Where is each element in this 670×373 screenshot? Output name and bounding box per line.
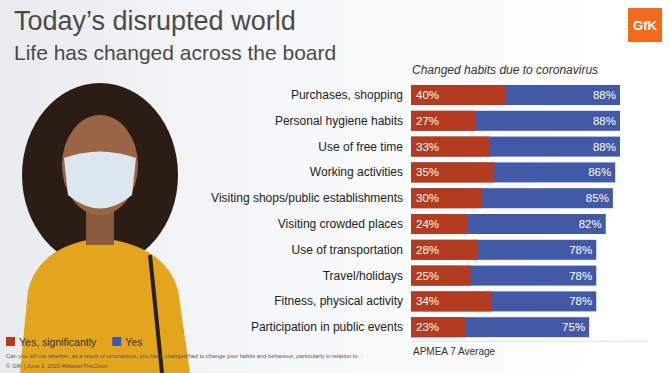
bar	[411, 240, 478, 260]
data-label: 28%	[416, 244, 439, 256]
category-label: Visiting shops/public establishments	[211, 191, 403, 205]
data-label: 30%	[416, 192, 439, 204]
bar	[411, 291, 492, 311]
bars	[411, 85, 620, 337]
bar	[411, 137, 489, 157]
data-label: 85%	[586, 192, 609, 204]
bar	[411, 162, 494, 182]
data-label: 24%	[416, 218, 439, 230]
data-label: 78%	[569, 295, 592, 307]
chart: Today’s disrupted world Life has changed …	[0, 0, 670, 373]
bar	[411, 188, 482, 208]
data-label: 33%	[416, 141, 439, 153]
legend-label: Yes	[125, 336, 142, 348]
data-label: 88%	[593, 141, 616, 153]
photo	[20, 83, 190, 373]
bar	[411, 266, 470, 286]
category-label: Personal hygiene habits	[275, 114, 403, 128]
data-label: 40%	[416, 89, 439, 101]
data-label: 25%	[416, 270, 439, 282]
bar	[411, 317, 589, 337]
data-label: 27%	[416, 115, 439, 127]
subtitle: Life has changed across the board	[14, 41, 336, 64]
bar	[411, 137, 620, 157]
mask	[64, 152, 136, 209]
category-label: Participation in public events	[251, 320, 403, 334]
data-label: 88%	[593, 89, 616, 101]
legend-label: Yes, significantly	[19, 336, 97, 348]
category-label: Working activities	[310, 165, 403, 179]
data-label: 35%	[416, 166, 439, 178]
bar	[411, 111, 620, 131]
data-label: 82%	[579, 218, 602, 230]
copyright: © GfK | June 3, 2020 #MasterTheCrisis	[6, 363, 107, 369]
category-label: Fitness, physical activity	[274, 294, 403, 308]
bar	[411, 317, 466, 337]
title: Today’s disrupted world	[14, 6, 296, 36]
background	[0, 0, 670, 373]
data-label: 23%	[416, 321, 439, 333]
category-label: Use of free time	[318, 140, 403, 154]
logo: GfK	[633, 18, 657, 33]
base-note: APMEA 7 Average	[413, 346, 496, 357]
category-label: Visiting crowded places	[278, 217, 403, 231]
bar	[411, 85, 620, 105]
category-label: Purchases, shopping	[291, 88, 403, 102]
x-axis-line	[411, 341, 649, 342]
data-label: 78%	[569, 270, 592, 282]
face	[62, 115, 138, 215]
bar	[411, 214, 606, 234]
hair	[22, 83, 178, 267]
legend-swatch	[112, 337, 121, 346]
category-label: Travel/holidays	[323, 269, 403, 283]
bar	[411, 214, 468, 234]
footnote: Can you tell me whether, as a result of …	[6, 353, 363, 359]
legend-swatch	[6, 337, 15, 346]
bar	[411, 188, 613, 208]
data-label: 75%	[562, 321, 585, 333]
data-label: 78%	[569, 244, 592, 256]
bar	[411, 291, 596, 311]
data-label: 86%	[588, 166, 611, 178]
logo-box	[628, 8, 662, 42]
category-label: Use of transportation	[292, 243, 403, 257]
bar	[411, 266, 596, 286]
data-label: 34%	[416, 295, 439, 307]
bar	[411, 85, 506, 105]
bar	[411, 111, 475, 131]
bar	[411, 162, 615, 182]
bar	[411, 240, 596, 260]
header-annotation: Changed habits due to coronavirus	[412, 63, 598, 77]
data-label: 88%	[593, 115, 616, 127]
